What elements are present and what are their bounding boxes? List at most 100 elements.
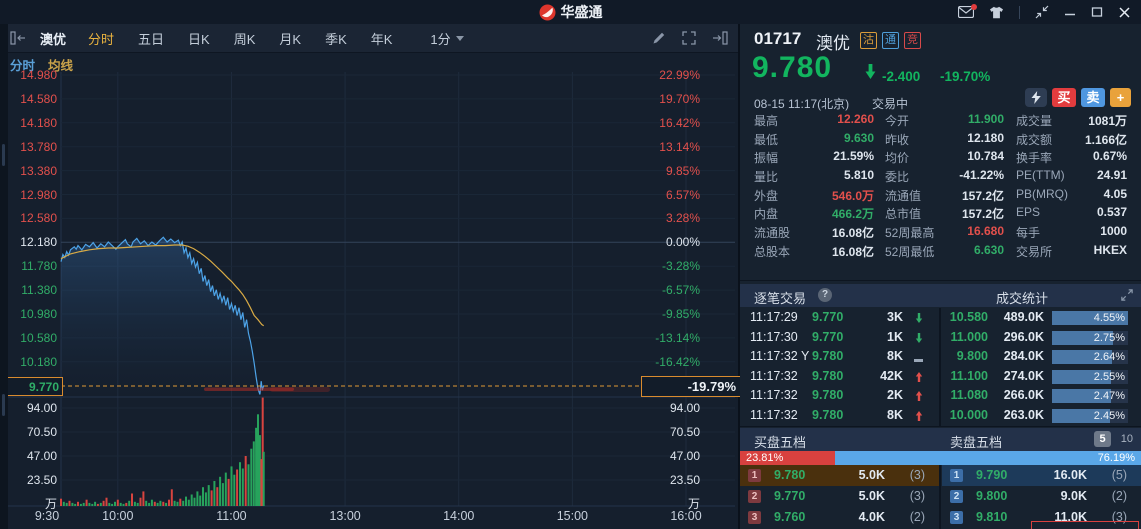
pct-axis-label: 3.28% (665, 211, 700, 226)
dist-bar: 2.64% (1052, 350, 1128, 365)
pct-axis-label: -6.57% (661, 283, 700, 298)
ask-level-row[interactable]: 1 9.790 16.0K (5) (942, 465, 1141, 486)
lightning-order-button[interactable] (1025, 88, 1047, 107)
draw-pencil-icon[interactable] (652, 31, 666, 45)
tick-trade-row: 11:17:32 9.780 8K (740, 406, 939, 426)
stat-label: 总市值 (885, 207, 922, 222)
depth-toggle-5[interactable]: 5 (1094, 431, 1111, 447)
bid-ask-ratio-bar: 23.81% 76.19% (740, 451, 1141, 465)
stats-row: 外盘 546.0万 流通值 157.2亿 PB(MRQ) 4.05 (740, 187, 1141, 206)
intraday-chart[interactable]: 分时 均线 9.770 -19.79% 14.980 14.580 14.180 13… (0, 52, 742, 529)
stat-label: PB(MRQ) (1016, 186, 1068, 201)
vertical-divider (939, 465, 941, 529)
stat-label: 最低 (754, 132, 779, 147)
vertical-divider (939, 308, 941, 426)
depth-order-count: (3) (909, 489, 925, 503)
depth-order-count: (3) (1111, 510, 1127, 524)
tab-季K[interactable]: 季K (325, 31, 347, 47)
expand-section-icon[interactable] (1121, 289, 1133, 304)
stat-label: 成交量 (1016, 114, 1053, 128)
dist-bar-fill (1052, 330, 1113, 345)
quote-stats-table: 最高 12.260 今开 11.900 成交量 1081万 最低 9.630 昨收 12.180 成… (740, 112, 1141, 262)
depth-toggle-10[interactable]: 10 (1120, 433, 1133, 445)
stats-row: 振幅 21.59% 均价 10.784 换手率 0.67% (740, 149, 1141, 168)
stat-label: EPS (1016, 205, 1041, 220)
close-icon[interactable] (1118, 6, 1131, 19)
tick-trade-row: 11:17:29 9.770 3K (740, 308, 939, 328)
depth-level-badge: 3 (748, 511, 761, 524)
minimize-icon[interactable] (1064, 6, 1076, 18)
mail-icon[interactable] (958, 4, 977, 18)
fullscreen-icon[interactable] (682, 31, 696, 45)
ask-level-row[interactable]: 2 9.800 9.0K (2) (942, 486, 1141, 507)
depth-volume: 11.0K (1054, 510, 1087, 524)
bid-level-row[interactable]: 1 9.780 5.0K (3) (740, 465, 939, 486)
volume-dist-row: 9.800 284.0K 2.64% (942, 347, 1141, 367)
ask-level-row[interactable]: 3 9.810 11.0K (3) (942, 507, 1141, 528)
pct-axis-label: 9.85% (665, 163, 700, 178)
price-axis-label: 12.580 (20, 211, 57, 226)
add-watchlist-button[interactable]: + (1110, 88, 1131, 107)
buy-button[interactable]: 买 (1052, 88, 1076, 107)
help-icon[interactable]: ? (818, 288, 832, 302)
pct-axis-label: 16.42% (659, 115, 700, 130)
dist-price: 11.000 (950, 329, 988, 344)
left-resize-strip[interactable] (0, 24, 8, 529)
ask-levels-list: 1 9.790 16.0K (5) 2 9.800 9.0K (2) 3 9.810 11.0K (3… (942, 465, 1141, 529)
stat-value: 0.67% (1092, 149, 1127, 164)
tab-五日[interactable]: 五日 (138, 31, 165, 47)
stat-value: 11.900 (967, 112, 1004, 126)
stat-value: 16.08亿 (831, 226, 874, 241)
tick-trade-row: 11:17:32 9.780 2K (740, 386, 939, 406)
stat-value: 157.2亿 (961, 207, 1004, 222)
volume-axis-label: 万 (687, 497, 700, 511)
price-axis-label: 10.580 (20, 330, 57, 345)
pct-axis-label: 22.99% (659, 68, 700, 82)
tab-日K[interactable]: 日K (188, 31, 210, 47)
stat-label: 振幅 (754, 151, 779, 166)
stat-value: 9.630 (843, 130, 874, 145)
app-logo: 华盛通 (539, 0, 603, 24)
stats-row: 最高 12.260 今开 11.900 成交量 1081万 (740, 112, 1141, 131)
theme-skin-icon[interactable] (989, 6, 1004, 19)
stats-row: 量比 5.810 委比 -41.22% PE(TTM) 24.91 (740, 168, 1141, 187)
stat-value: 5.810 (843, 168, 874, 183)
time-axis-label: 9:30 (34, 509, 60, 523)
collapse-left-panel-icon[interactable] (10, 31, 26, 45)
stat-label: 52周最高 (885, 226, 935, 241)
time-axis-label: 10:00 (102, 509, 134, 523)
legend-price-line: 分时 (10, 59, 36, 73)
tick-trade-row: 11:17:32 Y 9.780 8K (740, 347, 939, 367)
dist-volume: 284.0K (1003, 349, 1044, 364)
maximize-icon[interactable] (1091, 6, 1103, 18)
tab-分时[interactable]: 分时 (88, 31, 115, 47)
stat-value: 546.0万 (831, 188, 874, 203)
tab-周K[interactable]: 周K (233, 31, 256, 47)
strip-handle (2, 394, 5, 416)
chart-period-tabs: 分时 五日 日K 周K 月K 季K 年K (88, 29, 416, 48)
collapse-right-panel-icon[interactable] (712, 31, 728, 45)
stat-label: 委比 (885, 170, 910, 185)
tab-年K[interactable]: 年K (370, 31, 393, 47)
volume-axis-label: 23.50 (669, 473, 700, 487)
bid-level-row[interactable]: 2 9.770 5.0K (3) (740, 486, 939, 507)
chart-plot[interactable] (0, 52, 738, 529)
stat-value: HKEX (1093, 242, 1127, 257)
ask-levels-title: 卖盘五档 (950, 435, 1003, 450)
current-stock-tab[interactable]: 澳优 (40, 31, 67, 47)
tick-direction-up-icon (915, 410, 923, 424)
tab-月K[interactable]: 月K (279, 31, 302, 47)
time-axis-label: 13:00 (329, 509, 361, 523)
bid-level-row[interactable]: 3 9.760 4.0K (2) (740, 507, 939, 528)
shrink-window-icon[interactable] (1035, 5, 1049, 19)
sell-button[interactable]: 卖 (1081, 88, 1105, 107)
volume-axis-label: 94.00 (26, 401, 57, 415)
depth-price: 9.810 (976, 510, 1008, 524)
price-change: -2.400 (882, 69, 921, 84)
buy-ratio-label: 23.81% (746, 452, 784, 464)
app-title: 华盛通 (560, 4, 603, 20)
dist-price: 11.080 (950, 388, 988, 403)
stat-label: 流通值 (885, 188, 922, 203)
minute-period-dropdown[interactable]: 1分 (430, 29, 464, 48)
stat-value: 4.05 (1103, 186, 1127, 201)
